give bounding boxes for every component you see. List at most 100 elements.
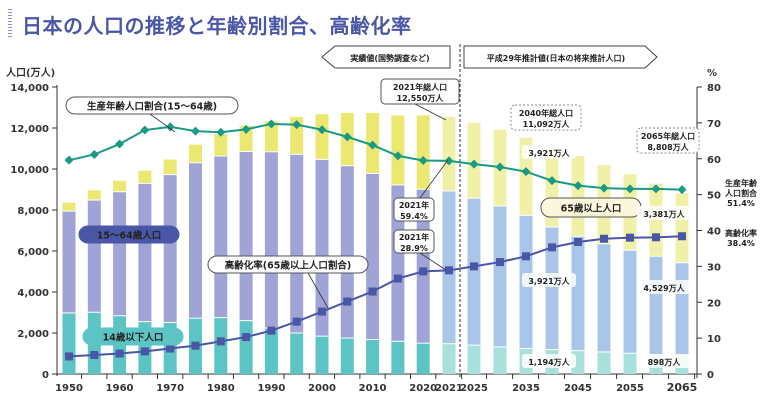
- bar-working: [391, 184, 405, 342]
- bar-child: [62, 312, 76, 374]
- working-2040-value-bg: [522, 273, 576, 287]
- bar-elderly: [264, 121, 278, 152]
- left-axis-tick-label: 12,000: [10, 124, 49, 135]
- bar-child: [416, 343, 430, 374]
- bar-working: [62, 211, 76, 313]
- working-ratio-point: [521, 167, 531, 177]
- x-axis-tick-label: 2055: [616, 383, 644, 394]
- total-2065-box: [636, 127, 700, 154]
- left-axis-tick-label: 10,000: [10, 165, 49, 176]
- ratio-2021-leader: [419, 159, 449, 199]
- right-working-ratio-label: 51.4%: [727, 199, 755, 208]
- bar-child: [467, 345, 481, 374]
- bar-working: [189, 162, 202, 319]
- child-2065-value-bg: [637, 354, 691, 368]
- aging-rate-point: [496, 258, 504, 267]
- working-ratio-point: [393, 151, 403, 161]
- bar-working: [675, 262, 689, 356]
- total-2065-text: 2065年総人口: [641, 131, 695, 141]
- bar-elderly: [138, 170, 152, 184]
- x-axis-tick-label: 1950: [55, 383, 83, 394]
- working-2065-value: 4,529万人: [643, 283, 685, 293]
- bar-child: [239, 320, 253, 374]
- working-ratio-point: [599, 183, 609, 193]
- working-2065-value-bg: [637, 280, 691, 294]
- working-ratio-point: [342, 132, 352, 142]
- bar-elderly: [163, 159, 177, 175]
- total-2040-box: [510, 104, 582, 131]
- left-axis-tick-label: 2,000: [17, 329, 49, 340]
- aging-rate-point: [626, 233, 634, 242]
- child-2040-value: 1,194万人: [528, 357, 570, 367]
- bar-working: [571, 236, 585, 351]
- aging-rate-point: [318, 307, 326, 316]
- bar-child: [391, 341, 405, 374]
- bar-elderly: [416, 115, 430, 190]
- aging-rate-point: [393, 274, 402, 283]
- working-ratio-point: [677, 185, 687, 195]
- aging-label-box: [207, 255, 369, 274]
- bar-elderly: [675, 193, 689, 263]
- aging-2021-leader: [419, 252, 447, 271]
- right-axis-tick-label: 10: [707, 334, 721, 345]
- bar-child: [623, 353, 637, 374]
- working-ratio-label-box: [65, 96, 239, 115]
- bar-working: [597, 243, 611, 352]
- x-axis-tick-label: 1970: [156, 383, 184, 394]
- bar-elderly: [189, 144, 202, 163]
- bar-working: [545, 226, 559, 350]
- bar-working: [87, 200, 101, 313]
- working-ratio-point: [165, 122, 175, 132]
- right-axis-tick-label: 30: [707, 262, 721, 273]
- aging-rate-point: [292, 317, 301, 326]
- aging-rate-point: [368, 287, 377, 296]
- child-pop-label-text: 14歳以下人口: [103, 332, 164, 344]
- working-ratio-point: [469, 159, 479, 169]
- total-2065-text: 8,808万人: [647, 142, 689, 152]
- working-pop-label-text: 15〜64歳人口: [97, 230, 161, 242]
- right-axis-title: %: [707, 68, 717, 79]
- aging-rate-point: [419, 267, 428, 276]
- working-ratio-point: [115, 139, 125, 149]
- x-axis-tick-label: 2010: [359, 383, 387, 394]
- total-2040-text: 2040年総人口: [519, 108, 573, 118]
- x-axis-tick-label: 2020: [409, 383, 437, 394]
- aging-rate-point: [652, 233, 660, 242]
- working-ratio-label-text: 生産年齢人口割合(15〜64歳): [87, 101, 217, 113]
- total-2021-box: [380, 78, 460, 105]
- right-axis-tick-label: 70: [707, 119, 721, 130]
- x-axis-tick-label: 2065: [667, 381, 698, 394]
- aging-rate-point: [548, 243, 556, 252]
- working-ratio-point: [418, 156, 428, 166]
- x-axis-tick-label: 2025: [460, 383, 488, 394]
- aging-rate-point: [470, 262, 478, 271]
- x-axis-tick-label: 1960: [106, 383, 134, 394]
- bar-elderly: [571, 155, 585, 237]
- aging-label-text: 高齢化率(65歳以上人口割合): [225, 260, 351, 272]
- working-ratio-point: [241, 124, 251, 134]
- bar-elderly: [113, 180, 127, 192]
- working-ratio-point: [266, 119, 276, 129]
- aging-rate-point: [90, 350, 99, 359]
- left-axis-title: 人口(万人): [6, 66, 55, 79]
- ratio-2021-text: 59.4%: [400, 212, 428, 221]
- left-axis-tick-label: 0: [42, 370, 49, 381]
- child-pop-label-box: [82, 327, 184, 346]
- working-ratio-point: [547, 176, 557, 186]
- child-2040-value-bg: [522, 354, 576, 368]
- bar-working: [214, 156, 228, 318]
- aging-2021-text: 2021年: [399, 232, 429, 242]
- working-ratio-point: [191, 126, 200, 136]
- aging-rate-point: [242, 333, 251, 342]
- projection-banner-label: 平成29年推計値(日本の将来推計人口): [487, 53, 625, 63]
- x-axis-tick-label: 2045: [564, 383, 592, 394]
- bar-elderly: [214, 134, 228, 157]
- total-2021-text: 2021年総人口: [393, 82, 447, 92]
- working-ratio-point: [216, 127, 226, 137]
- working-ratio-point: [317, 125, 327, 135]
- right-axis-tick-label: 0: [707, 370, 714, 381]
- aging-2021-box: [393, 229, 435, 254]
- working-ratio-point: [573, 181, 583, 191]
- right-axis-tick-label: 60: [707, 155, 721, 166]
- right-axis-tick-label: 40: [707, 227, 721, 238]
